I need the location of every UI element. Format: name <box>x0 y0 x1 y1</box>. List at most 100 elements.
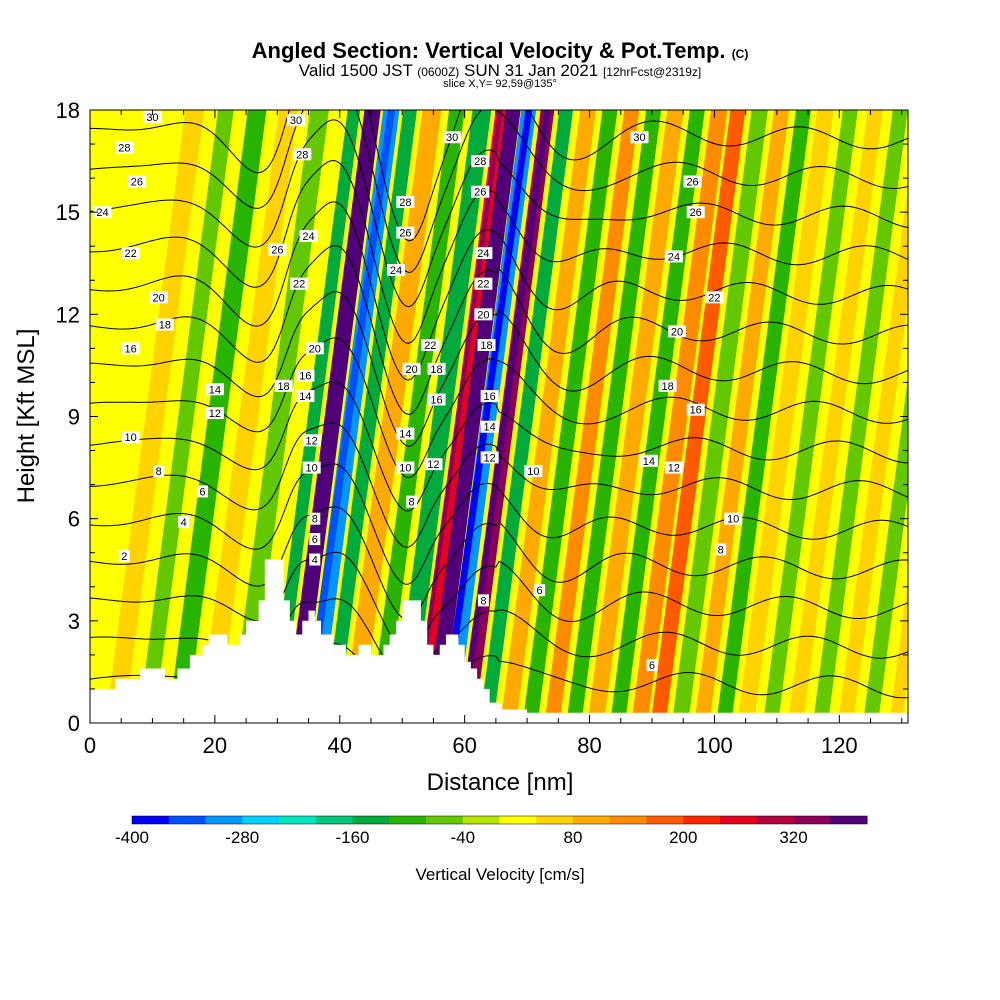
contour-label-box <box>153 464 165 477</box>
contour-label-box <box>443 131 462 144</box>
contour-label-box <box>474 308 493 321</box>
contour-label-box <box>724 512 743 525</box>
colorbar-swatch <box>720 816 758 824</box>
contour-label-box <box>683 175 702 188</box>
colorbar-swatch <box>205 816 243 824</box>
contour-label: 14 <box>299 391 311 403</box>
colorbar-tick-label: -40 <box>450 828 475 847</box>
x-tick-label: 0 <box>84 733 96 758</box>
contour-label-box <box>155 318 174 331</box>
contour-label-box <box>474 247 493 260</box>
contour-label: 18 <box>430 364 442 376</box>
contour-label: 6 <box>199 486 205 498</box>
contour-label: 18 <box>661 381 673 393</box>
velocity-band <box>650 110 746 723</box>
y-tick-label: 0 <box>68 711 80 736</box>
y-tick-label: 9 <box>68 405 80 430</box>
velocity-band <box>267 110 361 723</box>
contour-label: 12 <box>484 452 496 464</box>
contour-label: 14 <box>484 422 496 434</box>
contour-label: 14 <box>399 429 411 441</box>
contour-label-box <box>427 362 446 375</box>
x-tick-label: 60 <box>452 733 476 758</box>
contour-label: 28 <box>474 156 486 168</box>
contour-label: 22 <box>424 340 436 352</box>
terrain-mask <box>90 559 908 723</box>
contour-label: 28 <box>296 149 308 161</box>
colorbar-tick-label: -160 <box>335 828 369 847</box>
velocity-band <box>544 110 640 723</box>
contour-label: 14 <box>209 384 221 396</box>
contour-label: 26 <box>686 177 698 189</box>
colorbar-swatch <box>279 816 317 824</box>
contour-label-box <box>143 110 162 123</box>
contour-label-box <box>664 461 683 474</box>
x-tick-label: 100 <box>696 733 733 758</box>
theta-contour <box>90 291 908 447</box>
velocity-band <box>631 110 728 723</box>
contour-label: 12 <box>668 463 680 475</box>
contour-label: 20 <box>671 326 683 338</box>
contour-label: 6 <box>537 585 543 597</box>
contour-label-box <box>396 427 415 440</box>
contour-label: 16 <box>484 391 496 403</box>
colorbar-swatch <box>389 816 427 824</box>
y-tick-label: 18 <box>56 98 80 123</box>
y-tick-label: 15 <box>56 200 80 225</box>
colorbar-swatch <box>573 816 611 824</box>
velocity-band <box>566 110 662 723</box>
valid-utc: (0600Z) <box>417 65 460 79</box>
contour-label-box <box>396 461 415 474</box>
contour-label: 24 <box>477 248 489 260</box>
contour-label-box <box>406 495 418 508</box>
velocity-band <box>694 110 790 723</box>
velocity-band <box>230 110 329 723</box>
contour-label-box <box>705 291 724 304</box>
contour-label-box <box>309 533 321 546</box>
contour-label: 30 <box>633 132 645 144</box>
colorbar-swatch <box>609 816 647 824</box>
contour-label-box <box>686 206 705 219</box>
contour-label-box <box>534 584 546 597</box>
velocity-band <box>671 110 768 723</box>
y-tick-label: 12 <box>56 302 80 327</box>
colorbar-swatch <box>536 816 574 824</box>
velocity-band <box>392 110 492 723</box>
axes: 0 20 40 60 80 100 120 0 3 6 9 12 15 18 <box>56 98 908 758</box>
contour-label-box <box>196 485 208 498</box>
y-axis-label: Height [Kft MSL] <box>13 329 40 504</box>
x-axis-label: Distance [nm] <box>427 769 574 796</box>
velocity-band <box>863 377 908 723</box>
velocity-band <box>788 110 883 723</box>
contour-label: 28 <box>399 197 411 209</box>
contour-label: 20 <box>153 292 165 304</box>
contour-label: 30 <box>290 115 302 127</box>
velocity-band <box>610 110 705 723</box>
contour-label: 26 <box>474 187 486 199</box>
contour-label-box <box>396 226 415 239</box>
x-tick-label: 20 <box>203 733 227 758</box>
contour-label: 10 <box>124 432 136 444</box>
contour-label: 22 <box>293 279 305 291</box>
contour-label: 8 <box>718 544 724 556</box>
contour-label-box <box>471 185 490 198</box>
contour-label: 22 <box>124 248 136 260</box>
velocity-band <box>763 110 858 723</box>
velocity-core <box>430 110 517 683</box>
colorbar-tick-label: -280 <box>225 828 259 847</box>
contour-label-box <box>480 390 499 403</box>
slice-info: slice X,Y= 92,59@135° <box>443 78 557 90</box>
colorbar-swatch <box>168 816 206 824</box>
colorbar-swatch <box>242 816 280 824</box>
contour-label-box <box>305 342 324 355</box>
forecast-info: [12hrFcst@2319z] <box>602 65 702 79</box>
contour-label: 18 <box>159 320 171 332</box>
velocity-band <box>342 110 442 723</box>
theta-contour <box>90 159 908 344</box>
colorbar-swatch <box>646 816 684 824</box>
contour-label-box <box>268 243 287 256</box>
contour-label: 10 <box>306 463 318 475</box>
velocity-band <box>587 110 684 723</box>
